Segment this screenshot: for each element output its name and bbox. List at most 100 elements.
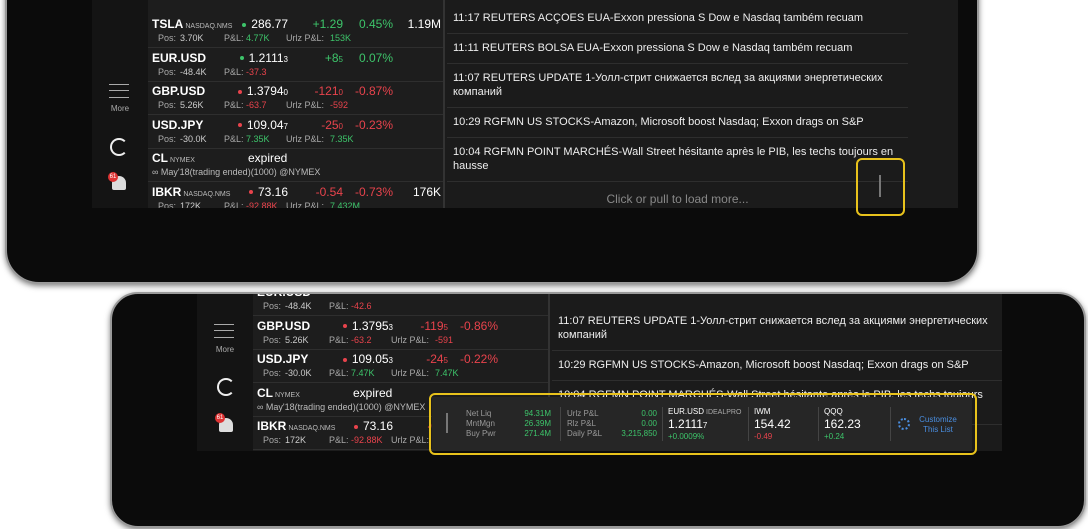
news-item[interactable]: 11:07 REUTERS UPDATE 1-Уолл-стрит снижае… bbox=[447, 64, 908, 108]
news-item[interactable]: 11:17 REUTERS ACÇOES EUA-Exxon pressiona… bbox=[447, 4, 908, 34]
quote-price-sub: 7 bbox=[702, 421, 708, 430]
price-value: 109.05 bbox=[351, 352, 389, 366]
divider bbox=[662, 407, 663, 441]
customize-link[interactable]: Customize This List bbox=[919, 415, 957, 434]
urlz-label: Urlz P&L: bbox=[286, 33, 325, 43]
gear-icon[interactable] bbox=[898, 418, 910, 430]
percent-change: 0.07% bbox=[358, 50, 393, 65]
quote-symbol[interactable]: IWM bbox=[754, 407, 771, 416]
status: expired bbox=[353, 385, 393, 400]
urlz-value: -592 bbox=[330, 100, 349, 110]
pos-value: -48.4K bbox=[180, 66, 207, 77]
pos-label: Pos: bbox=[263, 334, 282, 345]
change-value: +1.29 bbox=[312, 17, 343, 31]
menu-icon[interactable] bbox=[109, 84, 129, 98]
volume: 176K bbox=[412, 184, 441, 199]
more-label[interactable]: More bbox=[110, 104, 130, 113]
more-label[interactable]: More bbox=[215, 345, 235, 354]
watchlist-row[interactable]: GBP.USD 1.37953 -1195 -0.86% Pos: 5.26K P&L: -6… bbox=[253, 316, 548, 350]
quote-price-value: 162.23 bbox=[824, 417, 861, 431]
pos-value: 5.26K bbox=[285, 334, 309, 345]
dot bbox=[342, 357, 347, 362]
watchlist-row[interactable]: TSLA NASDAQ.NMS 286.77 +1.29 0.45% 1.19M Pos: 3… bbox=[148, 14, 443, 48]
pos-label: Pos: bbox=[263, 435, 282, 445]
price: 109.047 bbox=[237, 118, 288, 132]
watchlist-row[interactable]: IBKR NASDAQ.NMS 73.16 -0.54 -0.73% 176K Pos: 17… bbox=[148, 182, 443, 209]
account-bar: Net Liq 94.31M MntMgn 26.39M Buy Pwr 271.4M Ur… bbox=[432, 397, 972, 451]
dot bbox=[237, 123, 242, 128]
menu-icon[interactable] bbox=[214, 324, 234, 338]
price-sub: 3 bbox=[388, 322, 393, 332]
quote-symbol[interactable]: EUR.USD IDEALPRO bbox=[668, 407, 742, 416]
change: -1195 bbox=[420, 319, 448, 333]
symbol: EUR.USD bbox=[152, 50, 207, 65]
news-item[interactable]: 11:07 REUTERS UPDATE 1-Уолл-стрит снижае… bbox=[552, 307, 1002, 351]
news-item[interactable]: 11:11 REUTERS BOLSA EUA-Exxon pressiona … bbox=[447, 34, 908, 64]
urlz-value: 153K bbox=[330, 33, 352, 43]
note: ∞ May'18(trading ended)(1000) @NYMEX bbox=[152, 167, 321, 177]
watchlist-row[interactable]: USD.JPY 109.047 -250 -0.23% Pos: -30.0K P&L: 7.… bbox=[148, 115, 443, 149]
news-item[interactable]: 10:29 RGFMN US STOCKS-Amazon, Microsoft … bbox=[447, 108, 908, 138]
symbol: IBKR NASDAQ.NMS bbox=[152, 184, 231, 199]
change: -0.54 bbox=[316, 185, 343, 199]
symbol: USD.JPY bbox=[152, 117, 204, 132]
quote-symbol[interactable]: QQQ bbox=[824, 407, 843, 416]
metric-value: 0.00 bbox=[641, 419, 657, 428]
change-value: +8 bbox=[324, 50, 339, 65]
watchlist-row[interactable]: GBP.USD 1.37940 -1210 -0.87% Pos: 5.26K P&L: -6… bbox=[148, 81, 443, 115]
change: +85 bbox=[325, 51, 343, 65]
price-value: 1.3794 bbox=[246, 84, 284, 98]
watchlist-row[interactable]: EUR.USD Pos:-48.4K P&L:-42.6 bbox=[253, 294, 548, 316]
urlz-label: Urlz P&L: bbox=[391, 368, 430, 378]
news-item[interactable]: 10:29 RGFMN US STOCKS-Amazon, Microsoft … bbox=[552, 351, 1002, 381]
pnl-value: -63.7 bbox=[246, 100, 267, 110]
percent-change: -0.86% bbox=[459, 318, 498, 333]
status: expired bbox=[248, 151, 288, 165]
urlz-label: Urlz P&L: bbox=[391, 334, 430, 345]
change: -1210 bbox=[315, 84, 343, 98]
pos-value: -48.4K bbox=[285, 301, 312, 311]
watchlist-row[interactable]: CL NYMEX expired ∞ May'18(trading ended)(10… bbox=[148, 148, 443, 182]
pos-value: 172K bbox=[285, 435, 307, 445]
price-value: 73.16 bbox=[257, 184, 288, 199]
price: 73.16 bbox=[248, 184, 288, 199]
pnl-value: 7.47K bbox=[351, 368, 375, 378]
refresh-icon[interactable] bbox=[110, 138, 128, 156]
pnl-value: 7.35K bbox=[246, 133, 270, 144]
price-value: 73.16 bbox=[362, 419, 393, 433]
exchange: NYMEX bbox=[275, 391, 300, 399]
drag-handle bbox=[446, 413, 448, 433]
pos-label: Pos: bbox=[263, 301, 282, 311]
price-sub: 7 bbox=[283, 121, 288, 131]
watchlist-row[interactable]: EUR.USD 1.21113 +85 0.07% Pos: -48.4K P&L: -37.… bbox=[148, 48, 443, 82]
pnl-value: -92.88K bbox=[351, 435, 383, 445]
pos-value: 3.70K bbox=[180, 33, 204, 43]
divider bbox=[818, 407, 819, 441]
metric-label: Rlz P&L bbox=[567, 419, 596, 428]
urlz-value: 7.47K bbox=[435, 368, 459, 378]
watchlist-row[interactable]: USD.JPY 109.053 -245 -0.22% Pos: -30.0K P&L: 7.… bbox=[253, 349, 548, 383]
watchlist-row[interactable]: CL NYMEX expired ∞ May'18(trading ended)(10… bbox=[253, 383, 548, 417]
watchlist: EUR.USDPos:-48.4KP&L:-42.6GBP.USD1.37953… bbox=[253, 294, 550, 451]
metric-label: Daily P&L bbox=[567, 429, 603, 438]
note: ∞ May'18(trading ended)(1000) @NYMEX bbox=[257, 401, 426, 412]
load-more[interactable]: Click or pull to load more... bbox=[606, 192, 749, 206]
pnl-label: P&L: bbox=[224, 200, 244, 209]
refresh-icon[interactable] bbox=[217, 378, 235, 396]
divider bbox=[560, 407, 561, 441]
price-sub: 3 bbox=[388, 356, 393, 365]
dot bbox=[353, 424, 358, 429]
symbol: USD.JPY bbox=[257, 352, 309, 366]
metric-value: 3,215,850 bbox=[621, 429, 657, 438]
pnl-label: P&L: bbox=[329, 301, 349, 311]
exchange: NYMEX bbox=[170, 157, 195, 164]
change-value: -0.54 bbox=[315, 184, 343, 199]
symbol: IBKR NASDAQ.NMS bbox=[257, 419, 336, 433]
news-item[interactable]: 10:04 RGFMN POINT MARCHÉS-Wall Street hé… bbox=[447, 138, 908, 182]
screen: More 61 TSLA NASDAQ.NMS 286.77 +1.29 0.45% 1.… bbox=[92, 0, 958, 208]
pnl-value: -37.3 bbox=[246, 66, 267, 77]
change: -245 bbox=[426, 352, 448, 366]
change-value: -121 bbox=[314, 84, 339, 98]
pos-value: -30.0K bbox=[285, 368, 312, 378]
exchange: NASDAQ.NMS bbox=[185, 23, 233, 30]
